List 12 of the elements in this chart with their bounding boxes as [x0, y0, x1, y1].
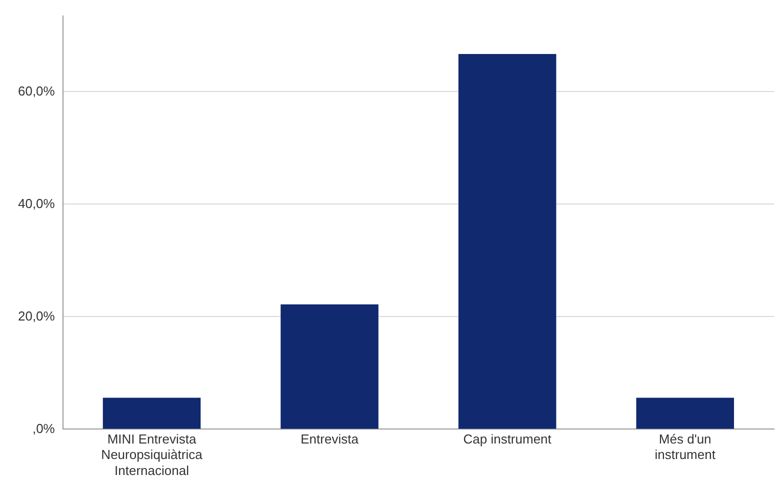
x-tick-label: Entrevista — [300, 432, 360, 447]
y-tick-label: 20,0% — [18, 308, 56, 324]
bar — [458, 54, 556, 429]
x-tick-label: Cap instrument — [463, 432, 552, 447]
x-tick-label: MINI Entrevista Neuropsiquiàtrica Internacional — [101, 432, 204, 478]
y-tick-label: ,0% — [32, 420, 56, 436]
y-tick-label: 60,0% — [18, 83, 56, 98]
bar — [102, 398, 201, 429]
bar — [280, 304, 378, 429]
x-tick-label: Més d'un instrument — [654, 432, 716, 462]
y-tick-label: 40,0% — [18, 196, 56, 211]
bar — [636, 398, 734, 429]
